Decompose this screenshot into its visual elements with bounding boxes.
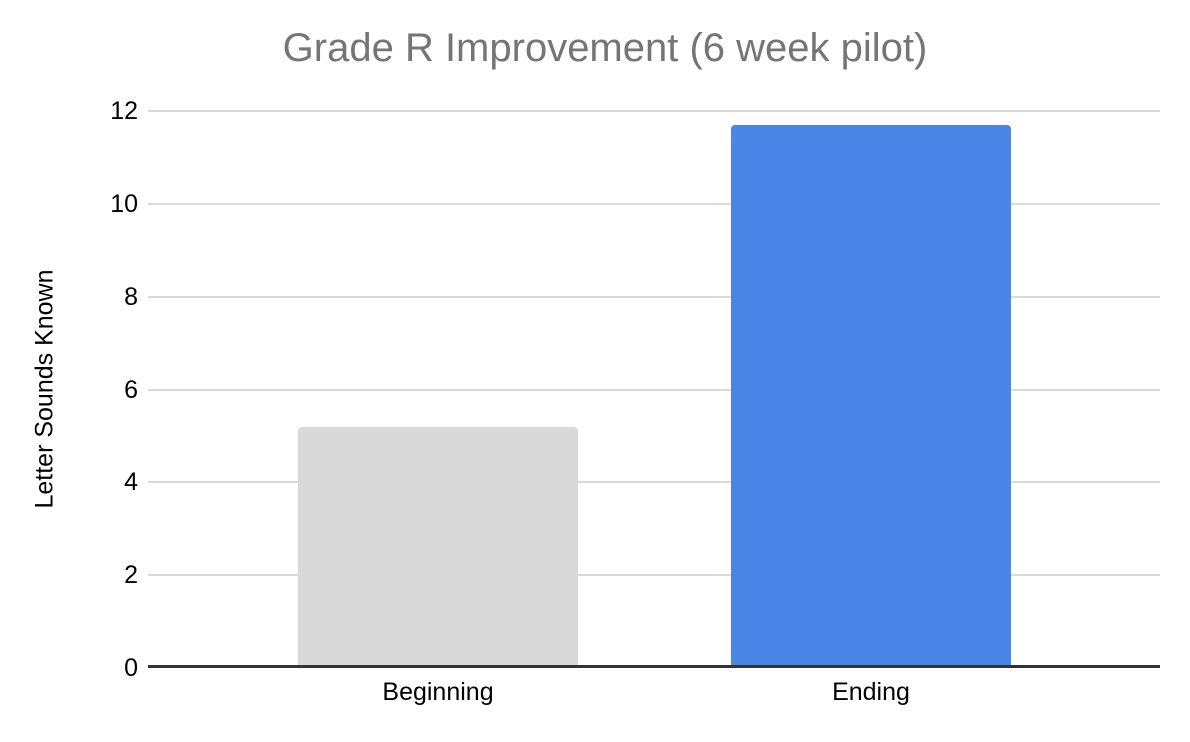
- gridline-4: [148, 481, 1160, 484]
- plot-area: [148, 110, 1160, 668]
- y-tick-label-10: 10: [110, 189, 138, 218]
- x-axis-line: [148, 665, 1160, 668]
- gridline-2: [148, 574, 1160, 577]
- y-tick-label-12: 12: [110, 97, 138, 125]
- chart-title: Grade R Improvement (6 week pilot): [282, 26, 928, 70]
- gridline-6: [148, 388, 1160, 391]
- bar-ending: [731, 125, 1011, 667]
- gridline-12: [148, 110, 1160, 112]
- bar-beginning: [298, 427, 578, 667]
- gridline-8: [148, 295, 1160, 298]
- y-tick-label-8: 8: [124, 282, 138, 311]
- y-tick-label-6: 6: [124, 375, 138, 404]
- y-tick-label-4: 4: [124, 468, 138, 497]
- x-axis-label-beginning: Beginning: [382, 678, 494, 706]
- x-axis-label-ending: Ending: [832, 678, 910, 706]
- y-tick-label-2: 2: [124, 561, 138, 590]
- y-tick-label-0: 0: [124, 654, 138, 682]
- gridline-10: [148, 202, 1160, 205]
